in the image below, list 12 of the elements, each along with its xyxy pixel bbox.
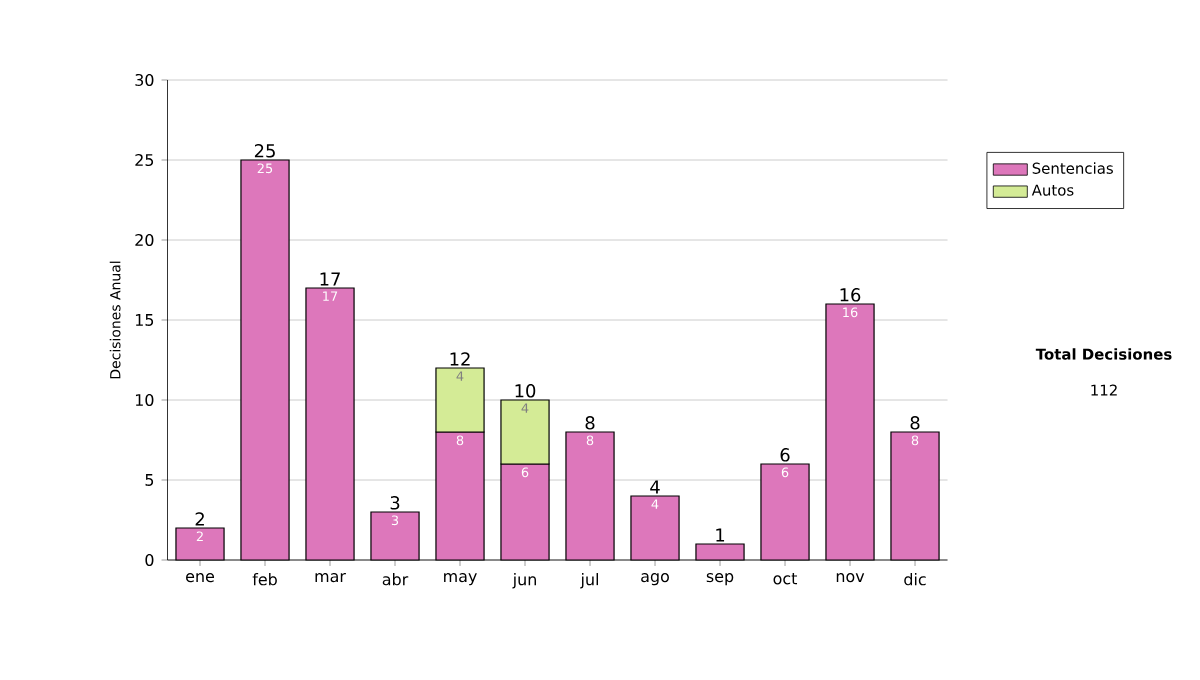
total-label: 25 [254, 144, 275, 158]
total-label: 1 [716, 528, 725, 542]
total-label: 10 [515, 384, 536, 398]
total-label: 6 [780, 448, 790, 462]
total-label: 4 [650, 480, 660, 494]
total-label: 12 [450, 352, 470, 366]
total-label: 17 [320, 272, 340, 286]
total-label: 8 [910, 416, 920, 430]
total-label: 2 [195, 512, 204, 526]
total-label: 8 [585, 416, 595, 430]
total-label: 3 [390, 496, 400, 510]
total-label: 16 [840, 288, 861, 302]
